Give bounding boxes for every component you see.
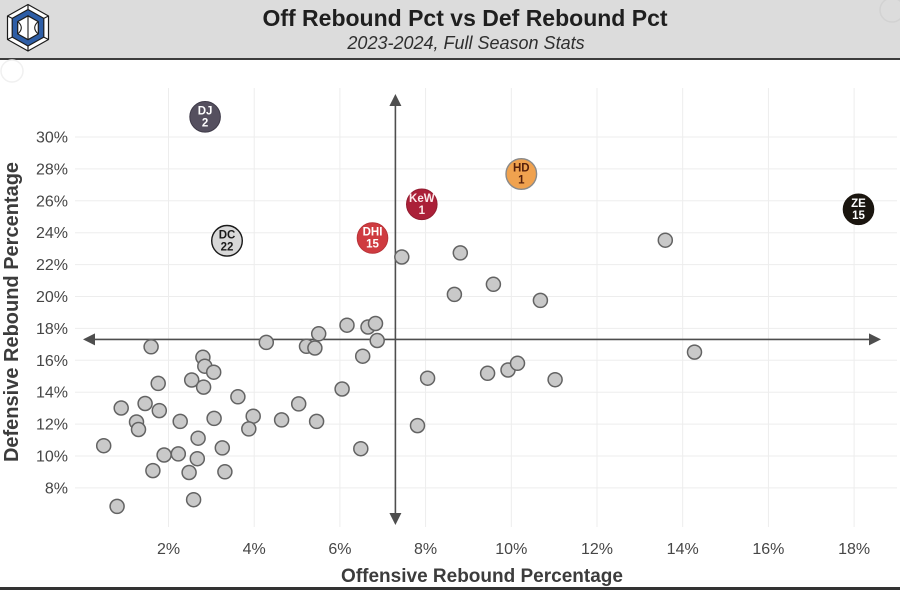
svg-text:8%: 8% bbox=[414, 541, 437, 558]
svg-text:ZE: ZE bbox=[851, 198, 866, 210]
svg-text:20%: 20% bbox=[36, 289, 68, 306]
svg-text:8%: 8% bbox=[45, 480, 68, 497]
svg-text:22%: 22% bbox=[36, 257, 68, 274]
svg-text:10%: 10% bbox=[495, 541, 527, 558]
svg-text:HD: HD bbox=[513, 163, 530, 175]
svg-text:22: 22 bbox=[221, 242, 234, 254]
svg-text:Defensive Rebound Percentage: Defensive Rebound Percentage bbox=[1, 162, 23, 462]
svg-text:26%: 26% bbox=[36, 193, 68, 210]
svg-text:12%: 12% bbox=[36, 417, 68, 434]
svg-text:KeW: KeW bbox=[409, 193, 435, 205]
svg-text:28%: 28% bbox=[36, 161, 68, 178]
svg-text:2%: 2% bbox=[157, 541, 180, 558]
svg-text:18%: 18% bbox=[838, 541, 870, 558]
svg-text:30%: 30% bbox=[36, 130, 68, 147]
svg-text:DHI: DHI bbox=[363, 227, 383, 239]
svg-text:2: 2 bbox=[202, 118, 208, 130]
svg-text:18%: 18% bbox=[36, 321, 68, 338]
svg-text:Offensive Rebound Percentage: Offensive Rebound Percentage bbox=[341, 566, 623, 587]
svg-text:6%: 6% bbox=[328, 541, 351, 558]
svg-text:14%: 14% bbox=[36, 385, 68, 402]
svg-text:Off Rebound Pct vs Def Rebound: Off Rebound Pct vs Def Rebound Pct bbox=[262, 5, 667, 31]
svg-text:16%: 16% bbox=[752, 541, 784, 558]
svg-text:15: 15 bbox=[852, 210, 865, 222]
svg-text:24%: 24% bbox=[36, 225, 68, 242]
svg-text:4%: 4% bbox=[243, 541, 266, 558]
svg-text:15: 15 bbox=[366, 239, 379, 251]
svg-text:12%: 12% bbox=[581, 541, 613, 558]
svg-text:2023-2024, Full Season Stats: 2023-2024, Full Season Stats bbox=[346, 33, 584, 53]
svg-text:14%: 14% bbox=[667, 541, 699, 558]
svg-text:DJ: DJ bbox=[198, 106, 213, 118]
svg-text:DC: DC bbox=[219, 230, 236, 242]
svg-text:10%: 10% bbox=[36, 449, 68, 466]
svg-text:1: 1 bbox=[419, 205, 426, 217]
svg-text:1: 1 bbox=[518, 175, 525, 187]
svg-text:16%: 16% bbox=[36, 353, 68, 370]
